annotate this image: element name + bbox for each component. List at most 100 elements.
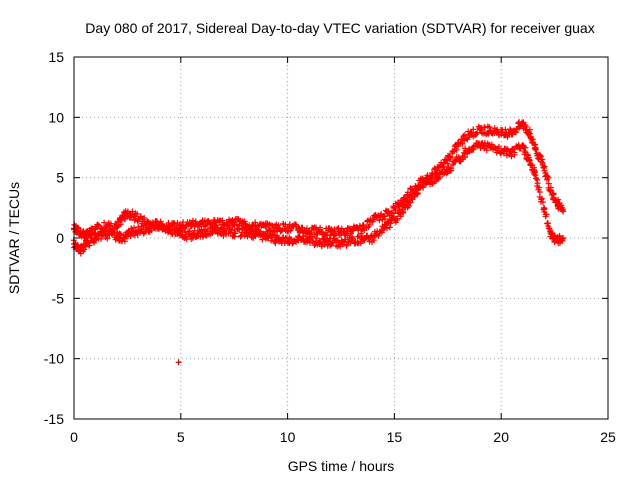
data-point (272, 240, 279, 247)
data-point (241, 232, 248, 239)
data-point (232, 230, 239, 237)
data-point (366, 221, 373, 228)
data-point (98, 235, 105, 242)
data-point (357, 240, 364, 247)
data-point (75, 224, 82, 231)
data-point (311, 242, 318, 249)
data-point (134, 210, 141, 217)
data-point (228, 227, 235, 234)
data-point (407, 199, 414, 206)
data-point (408, 195, 415, 202)
data-point (328, 240, 335, 247)
data-point (275, 222, 282, 229)
axis-ticks: 0 5 10 15 20 25 15 10 5 0 -5 -10 -15 (44, 49, 616, 445)
data-point (462, 135, 469, 142)
x-tick-label: 25 (600, 429, 616, 445)
data-point (559, 236, 566, 243)
data-point (483, 147, 490, 154)
data-point (86, 242, 93, 249)
data-point (536, 184, 543, 191)
data-point (104, 235, 111, 242)
data-point (511, 149, 518, 156)
data-point (404, 189, 411, 196)
data-point (211, 224, 218, 231)
data-point (117, 221, 124, 228)
data-marks (70, 119, 567, 366)
data-point (140, 230, 147, 237)
data-point (370, 237, 377, 244)
data-point (526, 157, 533, 164)
data-point (350, 235, 357, 242)
data-point (376, 217, 383, 224)
x-tick-label: 20 (493, 429, 509, 445)
data-point (443, 157, 450, 164)
data-point (141, 214, 148, 221)
data-point (495, 143, 502, 150)
y-tick-label: -10 (44, 351, 64, 367)
data-point (539, 199, 546, 206)
data-point (400, 208, 407, 215)
data-point (470, 126, 477, 133)
data-point (249, 228, 256, 235)
data-point (394, 215, 401, 222)
data-point (354, 233, 361, 240)
data-point (90, 237, 97, 244)
data-point (138, 223, 145, 230)
data-point (178, 227, 185, 234)
y-tick-label: -5 (52, 290, 65, 306)
x-tick-label: 15 (387, 429, 403, 445)
data-point (382, 216, 389, 223)
data-point (274, 234, 281, 241)
data-point (447, 154, 454, 161)
data-point (537, 153, 544, 160)
y-tick-label: -15 (44, 411, 64, 427)
data-point (414, 190, 421, 197)
data-point (524, 151, 531, 158)
data-point (237, 233, 244, 240)
data-point (378, 228, 385, 235)
y-axis-label: SDTVAR / TECUs (6, 182, 22, 294)
x-axis-label: GPS time / hours (288, 458, 395, 474)
data-point (241, 218, 248, 225)
x-tick-label: 5 (177, 429, 185, 445)
data-point (165, 229, 172, 236)
data-point (420, 184, 427, 191)
data-point (442, 156, 449, 163)
data-point (315, 228, 322, 235)
data-point (355, 227, 362, 234)
y-tick-label: 0 (56, 230, 64, 246)
data-point (419, 183, 426, 190)
data-point (390, 213, 397, 220)
data-point (201, 227, 208, 234)
data-point (386, 224, 393, 231)
data-point (486, 124, 493, 131)
data-point (167, 223, 174, 230)
x-tick-label: 0 (70, 429, 78, 445)
data-point (314, 235, 321, 242)
data-point (293, 223, 300, 230)
data-point (555, 196, 562, 203)
chart-title: Day 080 of 2017, Sidereal Day-to-day VTE… (85, 20, 594, 36)
data-point (433, 171, 440, 178)
data-point (543, 211, 550, 218)
data-point (94, 221, 101, 228)
data-point (296, 229, 303, 236)
data-point (559, 206, 566, 213)
data-point (532, 141, 539, 148)
data-point (473, 130, 480, 137)
data-point (532, 169, 539, 176)
data-point (383, 225, 390, 232)
data-point (545, 174, 552, 181)
data-point (532, 146, 539, 153)
data-point (448, 165, 455, 172)
data-point (228, 218, 235, 225)
data-point (540, 164, 547, 171)
outlier-point (175, 359, 182, 366)
x-tick-label: 10 (280, 429, 296, 445)
data-point (317, 224, 324, 231)
data-point (450, 148, 457, 155)
y-tick-label: 15 (48, 49, 64, 65)
data-point (488, 141, 495, 148)
data-point (176, 221, 183, 228)
data-point (547, 184, 554, 191)
